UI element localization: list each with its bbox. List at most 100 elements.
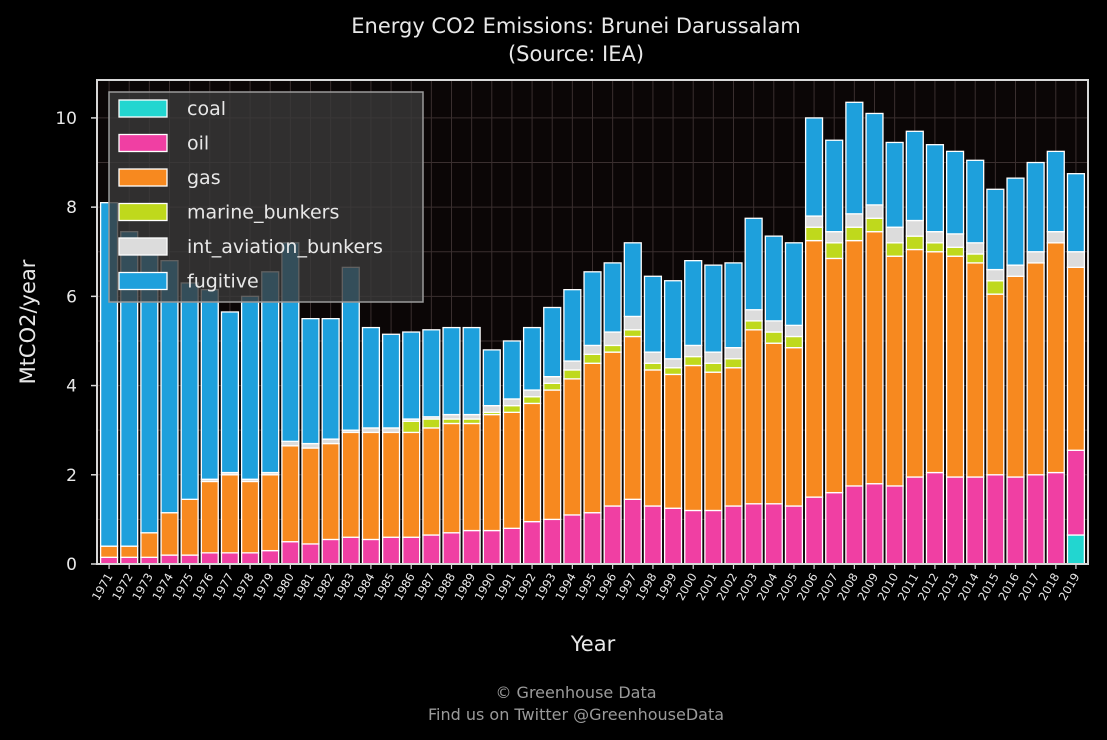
- bar-fugitive-2011: [905, 130, 924, 222]
- bar-gas-2016: [1006, 275, 1025, 478]
- bar-fugitive-2008: [845, 101, 864, 215]
- bar-fugitive-2009: [865, 112, 884, 206]
- bar-gas-2018: [1046, 242, 1065, 474]
- bar-int_aviation_bunkers-2009: [865, 204, 884, 219]
- bar-int_aviation_bunkers-2003: [744, 309, 763, 322]
- bar-gas-1988: [442, 422, 461, 534]
- bar-oil-1996: [603, 505, 622, 565]
- legend-swatch-coal: [118, 99, 168, 118]
- bar-oil-1977: [220, 552, 240, 565]
- bar-marine_bunkers-2007: [825, 242, 844, 260]
- bar-marine_bunkers-1994: [563, 369, 582, 380]
- bar-marine_bunkers-1996: [603, 344, 622, 353]
- bar-marine_bunkers-2010: [885, 242, 904, 257]
- bar-fugitive-2010: [885, 141, 904, 228]
- bar-gas-2015: [986, 293, 1005, 476]
- bar-oil-2013: [945, 476, 965, 565]
- bar-fugitive-1996: [603, 262, 622, 333]
- bar-int_aviation_bunkers-1999: [663, 358, 683, 369]
- footer-twitter: Find us on Twitter @GreenhouseData: [428, 705, 724, 724]
- legend-label-gas: gas: [187, 167, 221, 189]
- bar-oil-2017: [1026, 474, 1045, 565]
- bar-int_aviation_bunkers-2007: [825, 231, 844, 244]
- bar-marine_bunkers-1989: [462, 418, 481, 425]
- legend-swatch-fugitive: [118, 271, 168, 291]
- bar-gas-1985: [381, 431, 401, 538]
- bar-fugitive-1992: [522, 326, 542, 391]
- bar-marine_bunkers-2008: [845, 226, 864, 242]
- bar-oil-1997: [623, 498, 642, 565]
- bar-oil-1993: [543, 518, 562, 565]
- bar-int_aviation_bunkers-2000: [684, 344, 703, 358]
- bar-fugitive-2007: [825, 139, 844, 233]
- bar-oil-1989: [462, 529, 481, 565]
- bar-gas-2012: [925, 251, 945, 474]
- legend-label-coal: coal: [187, 98, 226, 120]
- bar-int_aviation_bunkers-1980: [281, 440, 300, 447]
- chart-title: Energy CO2 Emissions: Brunei Darussalam: [351, 14, 801, 38]
- bar-fugitive-1981: [301, 318, 320, 445]
- bar-oil-2012: [925, 471, 945, 565]
- bar-fugitive-1997: [623, 242, 642, 318]
- x-tick-label: 2019: [1056, 571, 1083, 603]
- bar-oil-2007: [825, 491, 844, 565]
- bar-gas-1992: [522, 402, 542, 523]
- bar-oil-2006: [804, 496, 824, 565]
- bar-marine_bunkers-2014: [966, 253, 985, 264]
- bar-oil-1983: [341, 536, 360, 565]
- legend-label-oil: oil: [187, 133, 209, 155]
- bar-gas-1989: [462, 422, 481, 532]
- legend-label-int_aviation_bunkers: int_aviation_bunkers: [187, 236, 383, 258]
- bar-fugitive-1988: [442, 326, 461, 416]
- bar-oil-1979: [261, 549, 280, 565]
- bar-oil-1986: [402, 536, 421, 565]
- bar-fugitive-2004: [764, 235, 783, 322]
- bar-oil-1975: [180, 554, 199, 565]
- bar-marine_bunkers-1993: [543, 382, 562, 391]
- bar-fugitive-1990: [482, 349, 501, 407]
- bar-oil-1972: [120, 556, 139, 565]
- footer-copyright: © Greenhouse Data: [495, 683, 656, 702]
- bar-gas-2008: [845, 239, 864, 487]
- bar-marine_bunkers-2012: [925, 242, 945, 253]
- bar-int_aviation_bunkers-2008: [845, 213, 864, 228]
- bar-gas-1981: [301, 447, 320, 545]
- bar-gas-1973: [140, 532, 159, 558]
- bar-gas-1998: [643, 369, 663, 507]
- bar-fugitive-1987: [422, 329, 441, 418]
- bar-marine_bunkers-2000: [684, 355, 703, 367]
- bar-int_aviation_bunkers-1989: [462, 413, 481, 420]
- bar-oil-2014: [966, 476, 985, 565]
- bar-marine_bunkers-2001: [704, 362, 723, 373]
- bar-marine_bunkers-2011: [905, 235, 924, 251]
- bar-oil-1985: [381, 536, 401, 565]
- bar-gas-1991: [502, 411, 522, 529]
- bar-fugitive-1995: [583, 271, 602, 347]
- bar-int_aviation_bunkers-2012: [925, 231, 945, 244]
- bar-oil-1973: [140, 556, 159, 565]
- bar-int_aviation_bunkers-1991: [502, 398, 522, 407]
- bar-fugitive-2005: [784, 242, 804, 326]
- bar-oil-1999: [663, 507, 683, 565]
- bar-marine_bunkers-1987: [422, 418, 441, 429]
- bar-fugitive-2017: [1026, 161, 1045, 253]
- bar-oil-2018: [1046, 471, 1065, 565]
- legend-label-fugitive: fugitive: [187, 271, 259, 293]
- bar-gas-1980: [281, 445, 300, 543]
- bar-oil-1980: [281, 541, 300, 565]
- legend-swatch-marine_bunkers: [118, 202, 168, 222]
- bar-gas-1999: [663, 373, 683, 509]
- bar-gas-1994: [563, 378, 582, 516]
- bar-fugitive-1985: [381, 333, 401, 429]
- bar-gas-2009: [865, 231, 884, 485]
- bar-oil-2019: [1066, 449, 1086, 536]
- bar-gas-2006: [804, 239, 824, 498]
- bars: [99, 101, 1086, 565]
- legend: coal oil gas marine_bunkers int_aviation_bun…: [108, 91, 424, 303]
- bar-gas-2014: [966, 262, 985, 478]
- bar-int_aviation_bunkers-2001: [704, 351, 723, 364]
- bar-int_aviation_bunkers-2010: [885, 226, 904, 244]
- bar-marine_bunkers-1998: [643, 362, 663, 371]
- bar-int_aviation_bunkers-2016: [1006, 264, 1025, 277]
